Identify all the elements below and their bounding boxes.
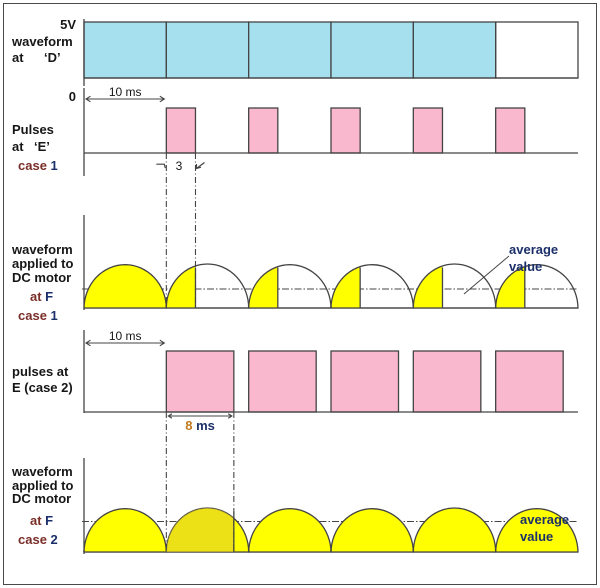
svg-text:at F: at F [30,513,53,528]
svg-text:‘E’: ‘E’ [34,139,50,154]
svg-text:case 1: case 1 [18,158,58,173]
svg-text:average: average [520,512,569,527]
svg-text:‘D’: ‘D’ [44,50,61,65]
svg-text:DC motor: DC motor [12,491,71,506]
svg-text:applied to: applied to [12,256,73,271]
svg-text:at: at [12,139,24,154]
svg-text:DC motor: DC motor [12,270,71,285]
svg-text:average: average [509,242,558,257]
svg-text:waveform: waveform [11,34,73,49]
svg-text:value: value [520,529,553,544]
svg-text:8 ms: 8 ms [185,418,215,433]
svg-text:waveform: waveform [11,242,73,257]
svg-text:0: 0 [69,89,76,104]
svg-text:waveform: waveform [11,464,73,479]
svg-text:case 2: case 2 [18,532,58,547]
svg-text:at F: at F [30,289,53,304]
svg-text:pulses at: pulses at [12,364,69,379]
svg-text:10 ms: 10 ms [109,329,142,343]
svg-text:Pulses: Pulses [12,122,54,137]
svg-text:at: at [12,50,24,65]
svg-text:3: 3 [176,159,183,173]
svg-text:10 ms: 10 ms [109,85,142,99]
svg-text:E (case 2): E (case 2) [12,380,73,395]
svg-text:value: value [509,259,542,274]
svg-text:case 1: case 1 [18,308,58,323]
svg-text:5V: 5V [60,17,76,32]
